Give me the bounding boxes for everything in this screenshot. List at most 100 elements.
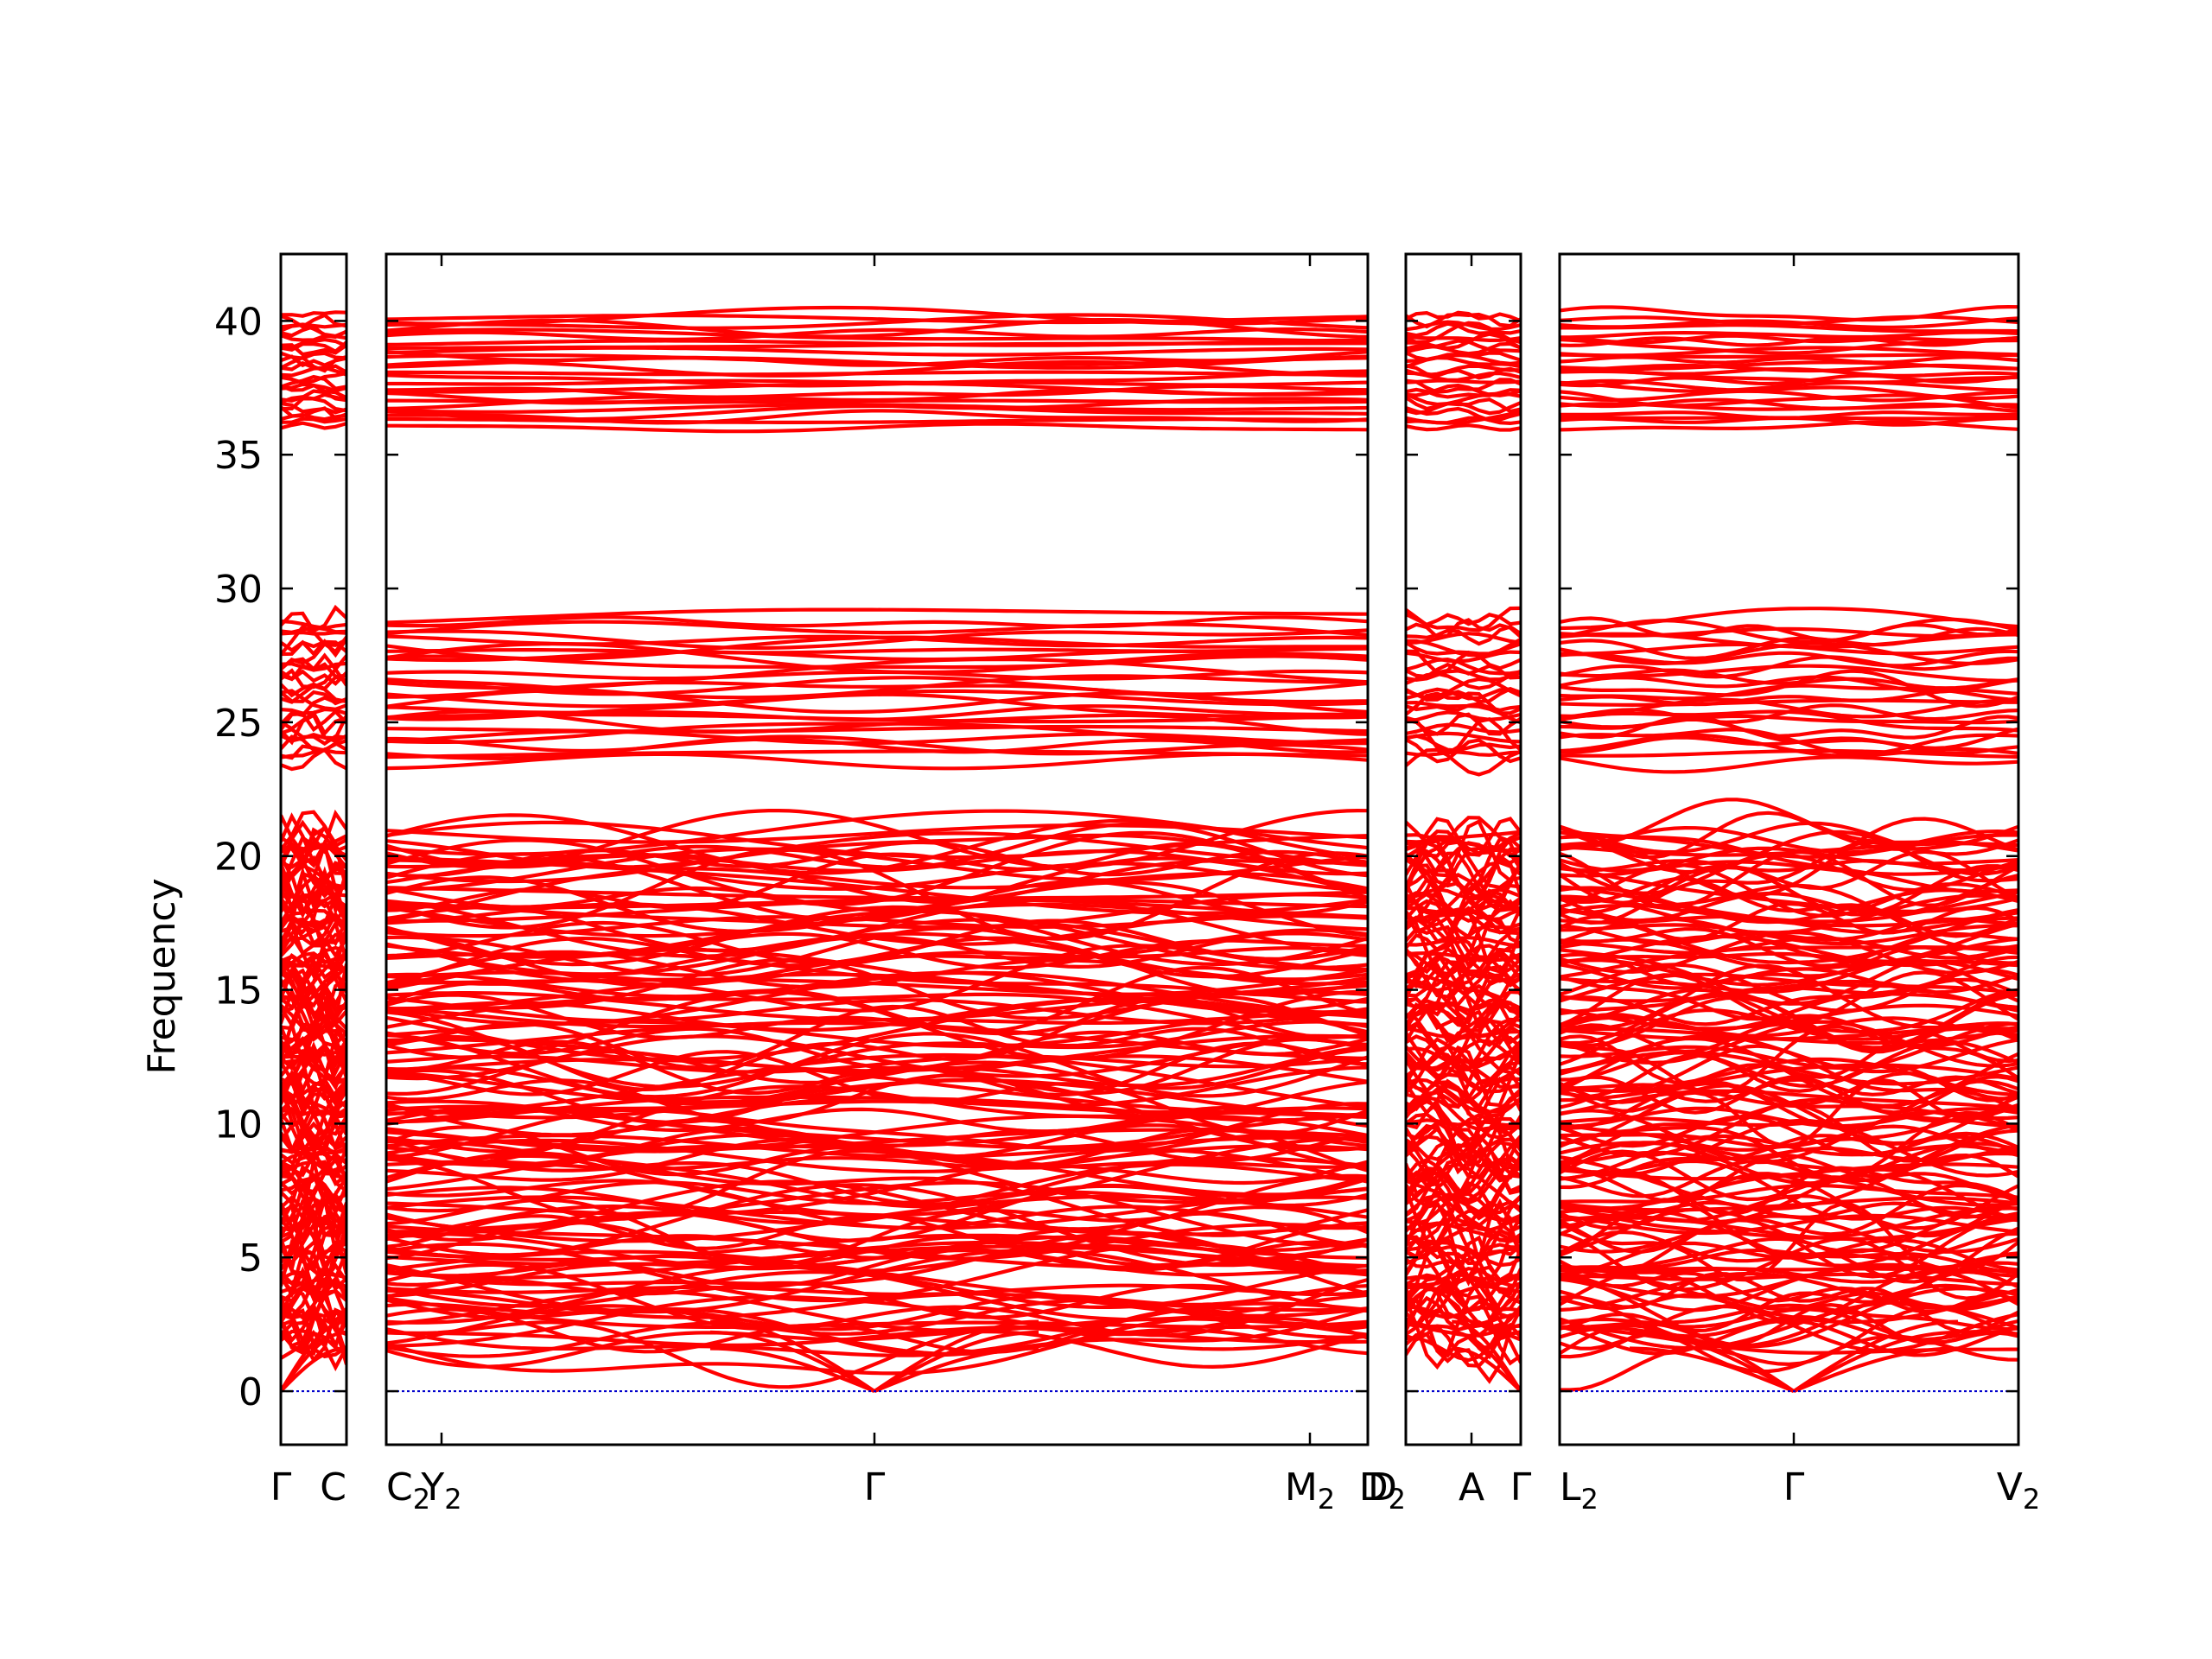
- acoustic-branch: [709, 1330, 876, 1393]
- band-line: [1560, 380, 2018, 393]
- band-line: [1560, 1159, 2018, 1199]
- band-line: [1560, 1123, 2018, 1211]
- band-line: [1406, 321, 1521, 338]
- band-line: [386, 1284, 1368, 1332]
- band-line: [386, 313, 1368, 330]
- band-line: [386, 658, 1368, 690]
- band-line: [386, 948, 1368, 996]
- band-panel-1: [281, 310, 346, 1393]
- ytick-label: 15: [214, 969, 263, 1014]
- band-line: [1560, 675, 2018, 694]
- band-line: [281, 1284, 346, 1333]
- band-line: [1406, 637, 1521, 656]
- band-line: [1560, 859, 2018, 873]
- band-line: [1560, 1141, 2018, 1172]
- band-line: [1560, 1213, 2018, 1236]
- xtick-label: D: [1368, 1465, 1397, 1510]
- band-line: [1560, 1021, 2018, 1071]
- band-line: [281, 1173, 346, 1203]
- band-line: [386, 615, 1368, 629]
- band-line: [386, 327, 1368, 344]
- band-line: [281, 1086, 346, 1147]
- band-line: [386, 634, 1368, 648]
- band-line: [1406, 1112, 1521, 1132]
- acoustic-branch: [281, 1319, 346, 1393]
- band-line: [386, 1147, 1368, 1217]
- band-line: [1560, 304, 2018, 322]
- band-line: [1560, 1200, 2018, 1219]
- band-line: [386, 909, 1368, 970]
- band-line: [386, 1162, 1368, 1225]
- band-line: [281, 639, 346, 657]
- band-line: [1406, 1135, 1521, 1167]
- band-line: [281, 1070, 346, 1102]
- acoustic-branch: [873, 1319, 1039, 1393]
- band-line: [1560, 1077, 2018, 1148]
- band-line: [1406, 310, 1521, 323]
- band-line: [1406, 734, 1521, 753]
- band-panel-3: [1406, 310, 1521, 1393]
- band-line: [386, 931, 1368, 970]
- band-line: [1406, 334, 1521, 343]
- ytick-label: 35: [214, 434, 263, 478]
- band-line: [1406, 738, 1521, 764]
- band-line: [1560, 1031, 2018, 1084]
- acoustic-branch: [1629, 1346, 1795, 1394]
- band-line: [386, 305, 1368, 326]
- xtick-label: C2: [386, 1465, 430, 1516]
- band-line: [386, 847, 1368, 892]
- band-line: [386, 936, 1368, 997]
- band-line: [1560, 397, 2018, 413]
- xtick-label: Γ: [1783, 1465, 1805, 1510]
- acoustic-branch: [709, 1346, 875, 1394]
- band-line: [281, 638, 346, 658]
- band-line: [386, 1283, 1368, 1297]
- band-line: [1560, 1323, 2018, 1374]
- band-line: [386, 809, 1368, 856]
- band-line: [1406, 931, 1521, 988]
- acoustic-branch: [1629, 1319, 1796, 1393]
- band-line: [281, 945, 346, 968]
- xtick-label: L2: [1560, 1465, 1599, 1516]
- band-line: [386, 1052, 1368, 1116]
- band-line: [386, 1329, 1368, 1370]
- band-line: [1560, 360, 2018, 371]
- band-line: [386, 1146, 1368, 1206]
- xtick-label: C: [320, 1465, 346, 1510]
- band-line: [281, 839, 346, 880]
- band-line: [1560, 330, 2018, 340]
- band-line: [1560, 1202, 2018, 1282]
- band-line: [386, 996, 1368, 1026]
- band-line: [386, 338, 1368, 347]
- band-line: [1560, 1196, 2018, 1212]
- xtick-label: A: [1459, 1465, 1484, 1510]
- band-line: [386, 607, 1368, 625]
- band-panel-4: [1560, 304, 2018, 1394]
- band-line: [1406, 817, 1521, 859]
- band-line: [1560, 1025, 2018, 1096]
- band-line: [386, 734, 1368, 761]
- band-line: [281, 619, 346, 631]
- band-line: [386, 820, 1368, 860]
- band-line: [281, 809, 346, 868]
- band-line: [386, 628, 1368, 650]
- band-line: [281, 374, 346, 391]
- ytick-label: 25: [214, 702, 263, 746]
- band-line: [1560, 1167, 2018, 1230]
- band-line: [386, 1138, 1368, 1174]
- band-line: [281, 389, 346, 403]
- band-line: [281, 421, 346, 430]
- band-line: [1406, 625, 1521, 646]
- band-line: [386, 1065, 1368, 1137]
- band-line: [1560, 616, 2018, 642]
- band-line: [1406, 1056, 1521, 1082]
- band-line: [281, 1184, 346, 1223]
- band-line: [1560, 830, 2018, 876]
- acoustic-branch: [709, 1319, 876, 1393]
- band-line: [281, 310, 346, 318]
- band-line: [281, 734, 346, 752]
- band-line: [386, 905, 1368, 967]
- band-line: [386, 1307, 1368, 1355]
- band-line: [1406, 710, 1521, 723]
